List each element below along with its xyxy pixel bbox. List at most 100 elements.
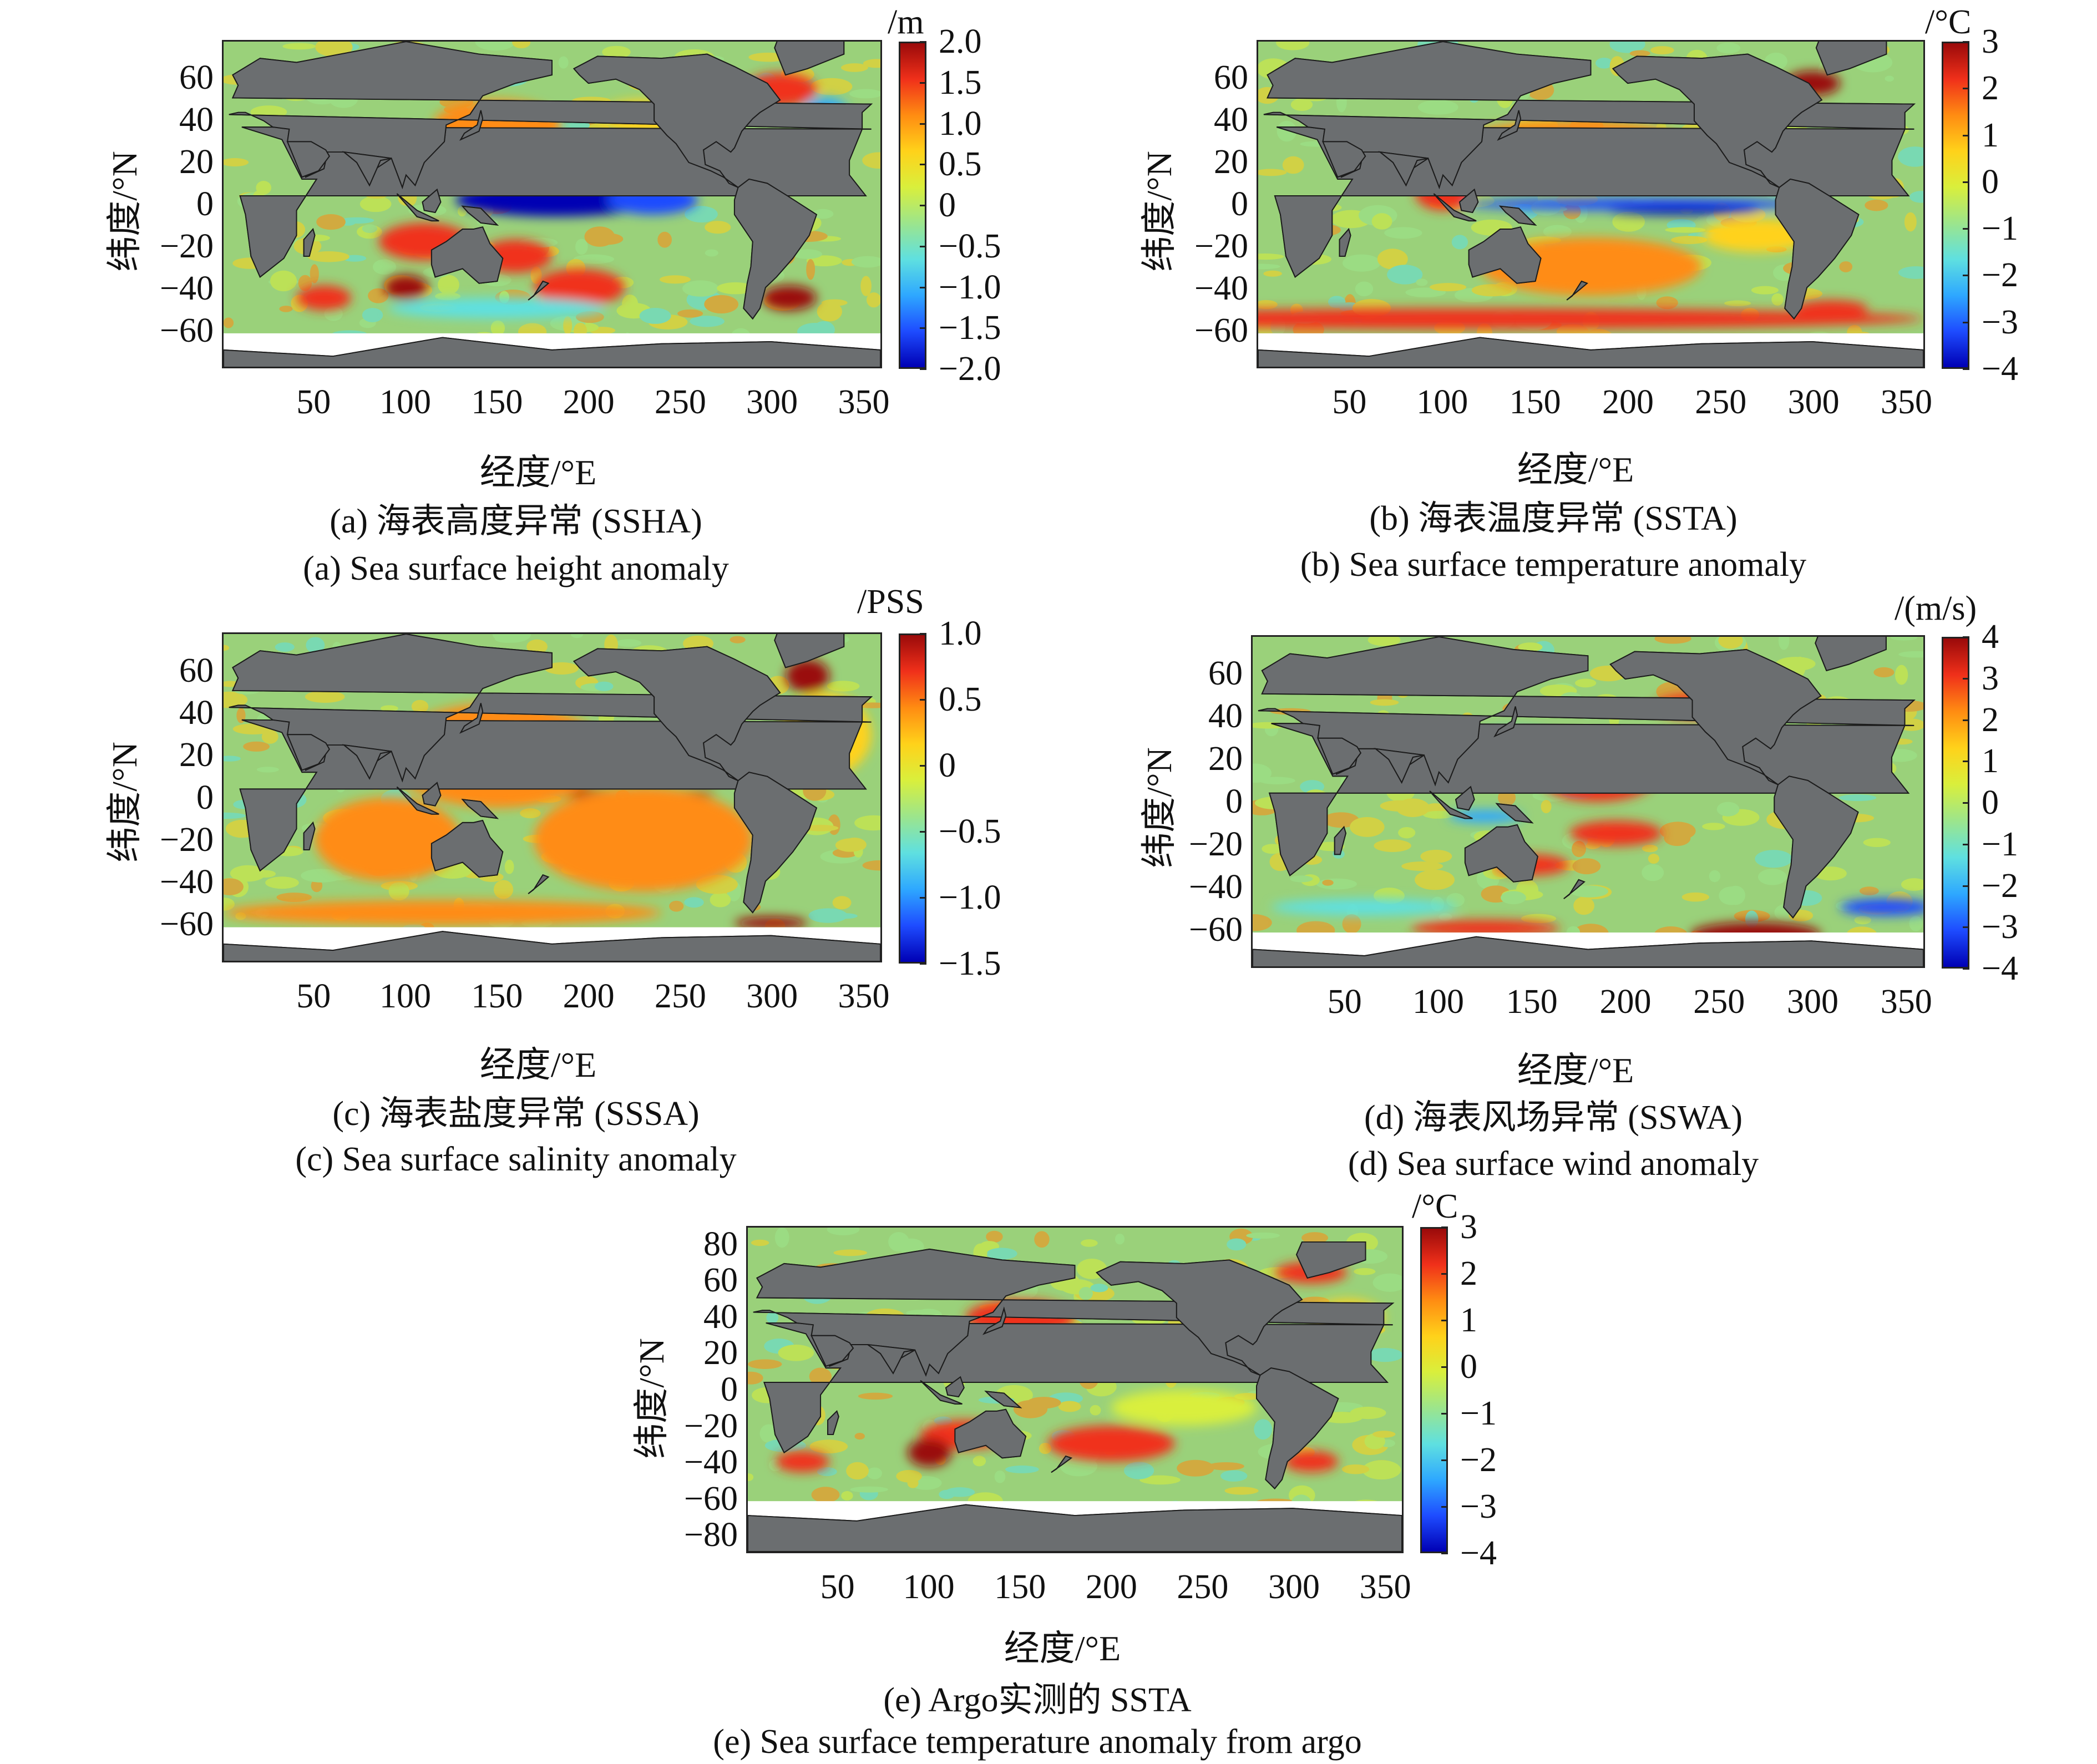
texture-speck (495, 635, 519, 643)
texture-speck (1246, 1232, 1280, 1239)
xlabel-c: 经度/°E (479, 1045, 597, 1084)
texture-speck (1367, 1348, 1402, 1362)
texture-speck (493, 880, 514, 899)
land-india-sea (1378, 151, 1429, 187)
texture-speck (854, 1432, 865, 1440)
land-borneo (422, 782, 442, 807)
texture-speck (1873, 667, 1895, 678)
colorbar-tick-mark (1963, 719, 1969, 721)
texture-speck (1518, 642, 1543, 652)
ytick-label: 0 (196, 778, 214, 817)
texture-speck (833, 1249, 868, 1256)
texture-speck (669, 900, 684, 912)
land-arabia (1322, 141, 1366, 178)
texture-speck (504, 859, 514, 874)
texture-speck (1290, 875, 1313, 883)
texture-speck (1372, 1273, 1402, 1292)
anomaly-blob (388, 298, 607, 319)
colorbar-tick-mark (1963, 88, 1969, 90)
texture-speck (1726, 885, 1746, 905)
colorbar-tick-label: −4 (1982, 350, 2018, 388)
colorbar-b (1942, 42, 1969, 369)
ylabel-a: 纬度/°N (104, 151, 144, 272)
xtick-label: 50 (1327, 983, 1362, 1021)
texture-speck (224, 691, 248, 708)
texture-speck (1177, 1459, 1214, 1477)
texture-speck (1416, 278, 1428, 286)
texture-speck (1276, 42, 1310, 50)
ytick-label: 0 (721, 1371, 738, 1408)
land-greenland (1295, 1241, 1366, 1279)
land-nz (1051, 1455, 1073, 1473)
texture-speck (854, 815, 880, 831)
texture-speck (1724, 300, 1751, 306)
texture-speck (1446, 893, 1465, 908)
colorbar-tick-mark (920, 286, 926, 288)
texture-speck (809, 1367, 832, 1386)
xtick-label: 350 (1359, 1568, 1411, 1606)
land-australia (430, 819, 504, 878)
texture-speck (1904, 212, 1917, 232)
texture-speck (939, 1489, 955, 1499)
texture-speck (310, 264, 319, 283)
colorbar-e (1420, 1227, 1448, 1553)
land-greenland (774, 634, 845, 668)
texture-speck (224, 878, 244, 895)
land-australia (1464, 824, 1538, 883)
texture-speck (717, 282, 754, 295)
land-mask (1253, 637, 1923, 966)
texture-speck (860, 276, 872, 296)
texture-speck (994, 1470, 1006, 1483)
colorbar-tick-mark (920, 831, 926, 833)
colorbar-tick-mark (1963, 968, 1969, 970)
caption-en-a: (a) Sea surface height anomaly (303, 550, 729, 587)
colorbar-tick-mark (1963, 368, 1969, 370)
texture-speck (808, 908, 848, 923)
ytick-label: 0 (196, 185, 214, 223)
texture-speck (1322, 879, 1334, 886)
texture-speck (705, 221, 731, 234)
texture-speck (1709, 870, 1721, 883)
colorbar-tick-mark (1963, 636, 1969, 638)
texture-speck (1377, 249, 1408, 270)
map-svg-d (1253, 637, 1923, 966)
texture-speck (1642, 864, 1664, 881)
texture-speck (1423, 810, 1455, 819)
texture-speck (261, 729, 278, 744)
texture-speck (573, 254, 614, 264)
texture-speck (811, 1487, 840, 1503)
anomaly-blob (762, 285, 817, 311)
land-arabia (286, 141, 330, 178)
texture-speck (1224, 1487, 1259, 1495)
texture-speck (774, 1228, 789, 1248)
colorbar-tick-label: 2 (1982, 701, 1999, 739)
land-india-sea (342, 151, 392, 187)
texture-speck (863, 59, 880, 68)
texture-speck (1090, 1284, 1108, 1292)
colorbar-tick-label: 1 (1460, 1301, 1477, 1339)
xlabel-a: 经度/°E (479, 453, 597, 492)
land-s-america (1774, 775, 1859, 919)
texture-speck (1838, 794, 1877, 802)
texture-speck (1573, 896, 1595, 915)
texture-speck (1755, 850, 1792, 868)
colorbar-tick-label: 4 (1982, 618, 1999, 656)
xtick-label: 350 (838, 977, 890, 1015)
texture-speck (1451, 235, 1468, 250)
texture-speck (275, 642, 295, 652)
anomaly-blob (785, 659, 829, 693)
texture-speck (862, 152, 880, 169)
ytick-label: 40 (1208, 697, 1243, 736)
map-d (1251, 635, 1925, 968)
texture-speck (811, 78, 853, 95)
colorbar-c (899, 633, 926, 964)
land-arabia (1317, 737, 1362, 775)
texture-speck (340, 217, 374, 224)
texture-speck (1570, 885, 1608, 898)
colorbar-tick-label: 2.0 (939, 23, 982, 60)
colorbar-tick-mark (1441, 1320, 1448, 1321)
colorbar-tick-label: 3 (1460, 1208, 1477, 1246)
land-greenland (774, 42, 845, 76)
land-eurasia (229, 42, 873, 190)
texture-speck (849, 89, 880, 99)
